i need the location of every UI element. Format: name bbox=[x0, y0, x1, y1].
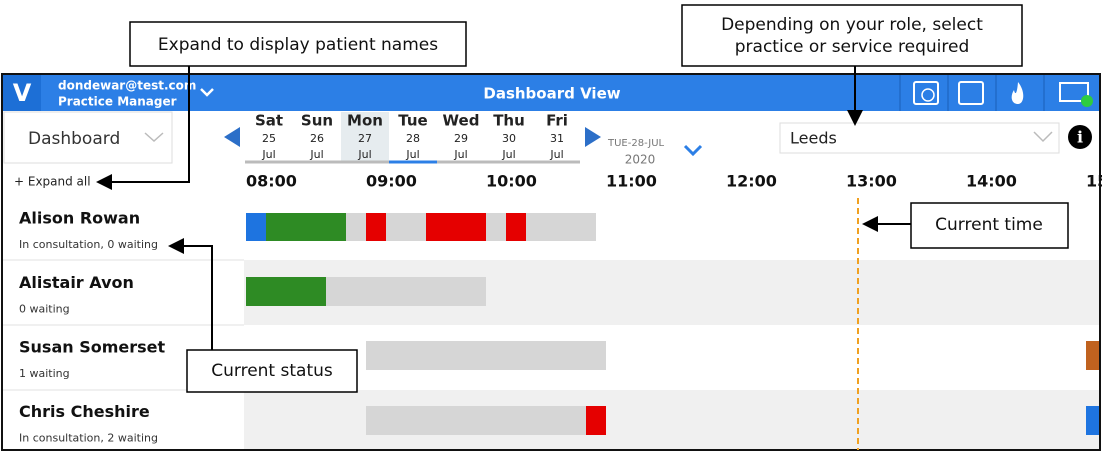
clinician-name[interactable]: Alison Rowan bbox=[19, 209, 140, 228]
callout-text: Depending on your role, select bbox=[721, 15, 983, 35]
dropdown-arrow bbox=[1033, 131, 1053, 143]
day-name[interactable]: Sun bbox=[301, 112, 333, 130]
day-date: 25 bbox=[262, 132, 276, 145]
day-month: Jul bbox=[405, 148, 419, 161]
dropdown-arrow bbox=[144, 132, 164, 143]
clinician-status: In consultation, 0 waiting bbox=[19, 238, 158, 251]
day-date: 28 bbox=[406, 132, 420, 145]
clinician-status: 0 waiting bbox=[19, 303, 70, 316]
day-name[interactable]: Mon bbox=[347, 112, 383, 130]
callout-text: Current status bbox=[211, 361, 333, 381]
day-name[interactable]: Tue bbox=[398, 112, 427, 130]
segment[interactable] bbox=[526, 213, 596, 241]
today-highlight bbox=[341, 112, 389, 162]
next-week[interactable] bbox=[585, 127, 601, 147]
clinician-status: In consultation, 2 waiting bbox=[19, 432, 158, 445]
day-name[interactable]: Wed bbox=[443, 112, 480, 130]
online-status bbox=[1081, 95, 1093, 107]
logo[interactable] bbox=[3, 75, 41, 111]
day-name[interactable]: Sat bbox=[255, 112, 283, 130]
clinician-name[interactable]: Alistair Avon bbox=[19, 273, 134, 292]
user-email: dondewar@test.com bbox=[58, 79, 196, 93]
hour-label: 15 bbox=[1086, 172, 1102, 191]
day-name[interactable]: Thu bbox=[493, 112, 525, 130]
screen-icon[interactable] bbox=[1059, 82, 1089, 102]
clock bbox=[921, 88, 935, 102]
day-month: Jul bbox=[357, 148, 371, 161]
appointments-icon[interactable] bbox=[913, 81, 939, 105]
hour-label: 12:00 bbox=[726, 172, 777, 191]
day-month: Jul bbox=[453, 148, 467, 161]
callout-arrow bbox=[96, 66, 190, 190]
segment[interactable] bbox=[1086, 341, 1099, 370]
hour-label: 08:00 bbox=[246, 172, 297, 191]
day-month: Jul bbox=[501, 148, 515, 161]
segment[interactable] bbox=[346, 213, 366, 241]
callout-box bbox=[910, 202, 1069, 249]
segment[interactable] bbox=[246, 213, 266, 241]
prev-week[interactable] bbox=[224, 127, 240, 147]
user-role: Practice Manager bbox=[58, 95, 177, 109]
callout-text: practice or service required bbox=[735, 37, 969, 57]
day-date: 30 bbox=[502, 132, 516, 145]
hour-label: 11:00 bbox=[606, 172, 657, 191]
clinician-name[interactable]: Susan Somerset bbox=[19, 338, 166, 357]
segment[interactable] bbox=[246, 277, 326, 306]
hour-label: 09:00 bbox=[366, 172, 417, 191]
segment[interactable] bbox=[326, 277, 486, 306]
location-select[interactable] bbox=[779, 122, 1060, 154]
callout-box bbox=[681, 4, 1023, 67]
segment[interactable] bbox=[506, 213, 526, 241]
current-year: 2020 bbox=[625, 153, 656, 167]
segment[interactable] bbox=[1086, 406, 1099, 435]
day-date: 27 bbox=[358, 132, 372, 145]
info-glyph: i bbox=[1077, 128, 1083, 147]
current-date: TUE-28-JUL bbox=[607, 138, 665, 149]
clinician-status: 1 waiting bbox=[19, 367, 70, 380]
view-select-label: Dashboard bbox=[28, 129, 120, 149]
view-select[interactable] bbox=[3, 111, 173, 164]
logo-mark: V bbox=[13, 79, 32, 107]
calendar-icon[interactable] bbox=[958, 81, 984, 105]
day-month: Jul bbox=[549, 148, 563, 161]
hour-label: 13:00 bbox=[846, 172, 897, 191]
callout-text: Expand to display patient names bbox=[158, 35, 438, 55]
day-date: 31 bbox=[550, 132, 564, 145]
date-picker[interactable] bbox=[683, 144, 703, 157]
callout-arrow bbox=[168, 238, 213, 350]
day-month: Jul bbox=[261, 148, 275, 161]
segment[interactable] bbox=[366, 341, 606, 370]
hour-label: 14:00 bbox=[966, 172, 1017, 191]
segment[interactable] bbox=[426, 213, 486, 241]
clinician-name[interactable]: Chris Cheshire bbox=[19, 402, 150, 421]
segment[interactable] bbox=[266, 213, 346, 241]
segment[interactable] bbox=[386, 213, 426, 241]
callout-box bbox=[129, 21, 467, 67]
segment[interactable] bbox=[366, 406, 586, 435]
segment[interactable] bbox=[586, 406, 606, 435]
hour-label: 10:00 bbox=[486, 172, 537, 191]
header-title: Dashboard View bbox=[483, 85, 620, 103]
expand-all[interactable]: + Expand all bbox=[14, 175, 91, 189]
day-name[interactable]: Fri bbox=[546, 112, 568, 130]
day-month: Jul bbox=[309, 148, 323, 161]
flame-icon[interactable] bbox=[1011, 82, 1024, 104]
info-button[interactable] bbox=[1068, 125, 1092, 149]
callout-text: Current time bbox=[935, 215, 1043, 235]
location-label: Leeds bbox=[790, 129, 837, 148]
day-date: 26 bbox=[310, 132, 324, 145]
segment[interactable] bbox=[366, 213, 386, 241]
user-menu[interactable] bbox=[200, 88, 214, 97]
day-date: 29 bbox=[454, 132, 468, 145]
session-bars bbox=[246, 213, 1099, 435]
callout-box bbox=[186, 349, 358, 393]
segment[interactable] bbox=[486, 213, 506, 241]
